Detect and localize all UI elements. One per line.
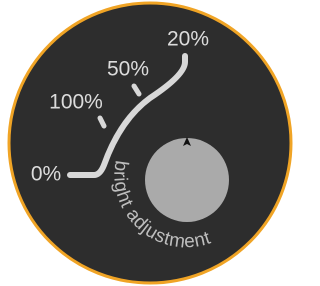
knob[interactable] xyxy=(145,138,229,222)
scale-label: 100% xyxy=(49,91,103,114)
page: {"scale_labels": ["0%", "100%", "50%", "… xyxy=(0,0,320,286)
scale-label: 50% xyxy=(107,58,149,81)
scale-label: 0% xyxy=(31,163,61,186)
scale-label: 20% xyxy=(167,28,209,51)
brightness-dial: 0% 100% 50% 20% bright adjustment xyxy=(0,0,301,286)
